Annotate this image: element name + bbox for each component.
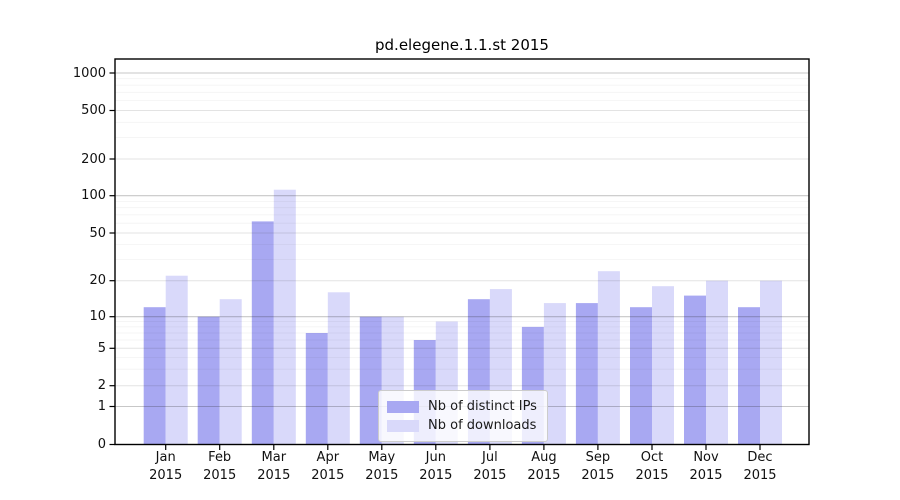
- y-tick-label-500: 500: [81, 103, 106, 118]
- bar-downloads-sep: [597, 271, 620, 445]
- x-tick-label-oct: Oct 2015: [635, 450, 669, 483]
- x-tick-label-sep: Sep 2015: [581, 450, 615, 483]
- x-tick-label-jun: Jun 2015: [419, 450, 453, 483]
- legend-label-downloads: Nb of downloads: [428, 418, 537, 433]
- plot-border: [114, 58, 810, 446]
- bar-distinct-ips-dec: [738, 307, 760, 445]
- legend: Nb of distinct IPs Nb of downloads: [378, 390, 548, 442]
- x-tick-label-apr: Apr 2015: [311, 450, 345, 483]
- chart-title: pd.elegene.1.1.st 2015: [375, 36, 549, 54]
- y-tick-label-10: 10: [89, 309, 106, 325]
- y-tick-label-0: 0: [97, 437, 106, 452]
- bar-distinct-ips-oct: [630, 307, 652, 445]
- bar-distinct-ips-sep: [575, 303, 598, 445]
- bar-distinct-ips-feb: [197, 316, 220, 445]
- bar-distinct-ips-jan: [143, 307, 166, 445]
- x-tick-label-feb: Feb 2015: [203, 450, 237, 483]
- bar-distinct-ips-mar: [251, 221, 274, 445]
- legend-swatch-downloads-icon: [387, 419, 419, 432]
- y-tick-label-200: 200: [81, 151, 106, 167]
- x-tick-label-mar: Mar 2015: [257, 450, 291, 483]
- bar-downloads-mar: [273, 189, 296, 445]
- bar-distinct-ips-apr: [305, 333, 328, 445]
- bar-distinct-ips-nov: [684, 295, 706, 445]
- x-tick-label-may: May 2015: [365, 450, 399, 483]
- bar-downloads-oct: [652, 286, 674, 445]
- bar-downloads-jan: [165, 275, 188, 445]
- x-tick-label-dec: Dec 2015: [743, 450, 777, 483]
- y-tick-label-100: 100: [81, 188, 106, 204]
- legend-item-distinct-ips: Nb of distinct IPs: [387, 397, 537, 416]
- bar-downloads-feb: [219, 299, 242, 445]
- y-tick-label-1: 1: [97, 399, 106, 414]
- bar-downloads-apr: [327, 292, 350, 445]
- y-tick-label-2: 2: [97, 378, 106, 394]
- y-tick-label-20: 20: [89, 273, 106, 289]
- x-tick-label-jan: Jan 2015: [149, 450, 183, 483]
- bar-downloads-dec: [760, 280, 782, 445]
- bar-downloads-aug: [543, 303, 566, 445]
- x-tick-label-nov: Nov 2015: [689, 450, 723, 483]
- x-tick-label-aug: Aug 2015: [527, 450, 561, 483]
- bar-downloads-nov: [706, 280, 728, 445]
- x-tick-label-jul: Jul 2015: [473, 450, 507, 483]
- legend-swatch-distinct-ips-icon: [387, 400, 419, 413]
- y-tick-label-5: 5: [97, 340, 106, 356]
- legend-item-downloads: Nb of downloads: [387, 416, 537, 435]
- legend-label-distinct-ips: Nb of distinct IPs: [428, 399, 537, 414]
- bar-distinct-ips-may: [359, 316, 382, 445]
- y-tick-label-1000: 1000: [72, 65, 106, 81]
- y-tick-label-50: 50: [89, 225, 106, 241]
